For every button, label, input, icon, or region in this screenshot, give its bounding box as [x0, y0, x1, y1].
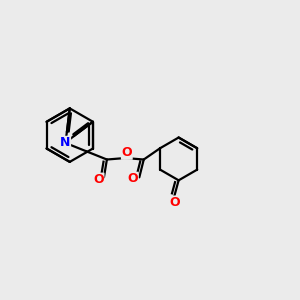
Text: O: O — [93, 173, 104, 186]
Text: O: O — [122, 146, 132, 159]
Text: N: N — [60, 136, 70, 149]
Text: O: O — [169, 196, 180, 209]
Text: O: O — [128, 172, 138, 185]
